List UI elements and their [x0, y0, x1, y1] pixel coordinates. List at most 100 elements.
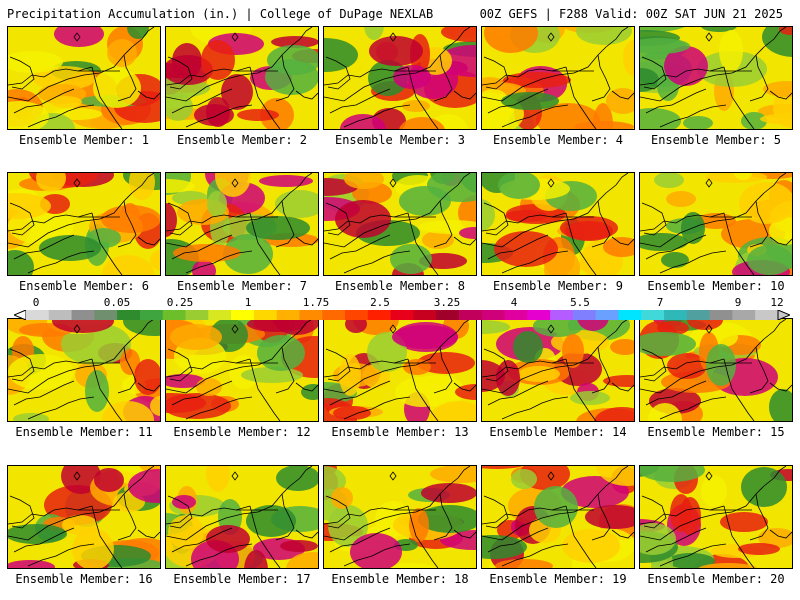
ensemble-member-label: Ensemble Member: 18: [331, 572, 469, 586]
colorbar-swatch: [276, 310, 300, 320]
ensemble-panel: Ensemble Member: 2: [165, 26, 319, 147]
precip-map: [7, 318, 161, 422]
colorbar-swatch: [664, 310, 688, 320]
ensemble-panel: Ensemble Member: 12: [165, 318, 319, 439]
ensemble-member-label: Ensemble Member: 12: [173, 425, 311, 439]
colorbar-swatch: [94, 310, 118, 320]
ensemble-member-label: Ensemble Member: 7: [176, 279, 308, 293]
ensemble-member-label: Ensemble Member: 2: [176, 133, 308, 147]
colorbar-label: 0.05: [103, 296, 131, 309]
ensemble-member-label: Ensemble Member: 15: [647, 425, 785, 439]
colorbar-swatch: [253, 310, 278, 320]
ensemble-member-label: Ensemble Member: 8: [334, 279, 466, 293]
colorbar-swatch: [299, 310, 323, 320]
precip-map: [7, 26, 161, 130]
ensemble-panel: Ensemble Member: 6: [7, 172, 161, 293]
colorbar-swatch: [686, 310, 711, 320]
colorbar-swatch: [458, 310, 483, 320]
colorbar-swatch: [641, 310, 665, 320]
precip-map: [323, 172, 477, 276]
ensemble-panel: Ensemble Member: 20: [639, 465, 793, 586]
colorbar-swatch: [208, 310, 232, 320]
ensemble-panel: Ensemble Member: 4: [481, 26, 635, 147]
product-title: Precipitation Accumulation (in.) | Colle…: [7, 7, 434, 21]
ensemble-panel: Ensemble Member: 16: [7, 465, 161, 586]
colorbar-swatch: [48, 310, 73, 320]
ensemble-panel: Ensemble Member: 17: [165, 465, 319, 586]
precip-map: [323, 465, 477, 569]
colorbar-swatch: [572, 310, 597, 320]
precip-map: [481, 465, 635, 569]
colorbar-swatch: [481, 310, 506, 320]
precip-map: [639, 465, 793, 569]
colorbar-scale: [14, 310, 790, 320]
colorbar-swatch: [71, 310, 95, 320]
ensemble-member-label: Ensemble Member: 5: [650, 133, 782, 147]
ensemble-panel: Ensemble Member: 14: [481, 318, 635, 439]
ensemble-panel: Ensemble Member: 10: [639, 172, 793, 293]
colorbar-label: 4: [510, 296, 518, 309]
ensemble-panel: Ensemble Member: 18: [323, 465, 477, 586]
ensemble-panel: Ensemble Member: 1: [7, 26, 161, 147]
ensemble-panel: Ensemble Member: 7: [165, 172, 319, 293]
colorbar-label: 0.25: [166, 296, 194, 309]
ensemble-panel: Ensemble Member: 13: [323, 318, 477, 439]
precip-map: [165, 465, 319, 569]
ensemble-member-label: Ensemble Member: 9: [492, 279, 624, 293]
colorbar-swatch: [732, 310, 756, 320]
colorbar-min-arrow: [14, 310, 27, 320]
colorbar-max-arrow: [777, 310, 790, 320]
colorbar-swatch: [550, 310, 574, 320]
colorbar-swatch: [527, 310, 551, 320]
precip-colorbar: 0 0.05 0.25 1 1.75 2.5 3.25 4 5.5 7 9 12: [14, 296, 790, 322]
ensemble-member-label: Ensemble Member: 6: [18, 279, 150, 293]
precip-map: [639, 318, 793, 422]
precip-map: [639, 172, 793, 276]
precip-map: [481, 172, 635, 276]
run-valid-info: 00Z GEFS | F288 Valid: 00Z SAT JUN 21 20…: [479, 7, 783, 21]
precip-map: [165, 26, 319, 130]
colorbar-swatch: [139, 310, 164, 320]
precip-map: [165, 318, 319, 422]
colorbar-label: 1.75: [302, 296, 330, 309]
ensemble-member-label: Ensemble Member: 4: [492, 133, 624, 147]
precip-map: [323, 26, 477, 130]
colorbar-label: 2.5: [370, 296, 390, 309]
ensemble-panel: Ensemble Member: 3: [323, 26, 477, 147]
ensemble-member-label: Ensemble Member: 10: [647, 279, 785, 293]
ensemble-member-label: Ensemble Member: 3: [334, 133, 466, 147]
colorbar-label: 12: [770, 296, 784, 309]
ensemble-member-label: Ensemble Member: 20: [647, 572, 785, 586]
ensemble-member-label: Ensemble Member: 19: [489, 572, 627, 586]
ensemble-member-label: Ensemble Member: 16: [15, 572, 153, 586]
colorbar-swatch: [231, 310, 255, 320]
colorbar-label: 1: [244, 296, 252, 309]
colorbar-labels: 0 0.05 0.25 1 1.75 2.5 3.25 4 5.5 7 9 12: [14, 296, 790, 309]
colorbar-swatch: [367, 310, 392, 320]
ensemble-panel: Ensemble Member: 8: [323, 172, 477, 293]
ensemble-member-label: Ensemble Member: 13: [331, 425, 469, 439]
colorbar-swatch: [504, 310, 528, 320]
ensemble-member-label: Ensemble Member: 1: [18, 133, 150, 147]
colorbar-swatch: [345, 310, 369, 320]
colorbar-swatch: [413, 310, 437, 320]
colorbar-swatch: [117, 310, 141, 320]
colorbar-swatch: [755, 310, 779, 320]
ensemble-panel: Ensemble Member: 9: [481, 172, 635, 293]
colorbar-swatch: [595, 310, 619, 320]
ensemble-member-label: Ensemble Member: 14: [489, 425, 627, 439]
colorbar-swatch: [390, 310, 414, 320]
colorbar-label: 0: [32, 296, 40, 309]
precip-map: [7, 172, 161, 276]
precip-map: [7, 465, 161, 569]
precip-map: [481, 318, 635, 422]
colorbar-swatch: [162, 310, 187, 320]
colorbar-label: 7: [656, 296, 664, 309]
precip-map: [481, 26, 635, 130]
precip-map: [639, 26, 793, 130]
precip-map: [323, 318, 477, 422]
colorbar-label: 3.25: [433, 296, 461, 309]
header: Precipitation Accumulation (in.) | Colle…: [0, 0, 800, 24]
ensemble-member-label: Ensemble Member: 17: [173, 572, 311, 586]
